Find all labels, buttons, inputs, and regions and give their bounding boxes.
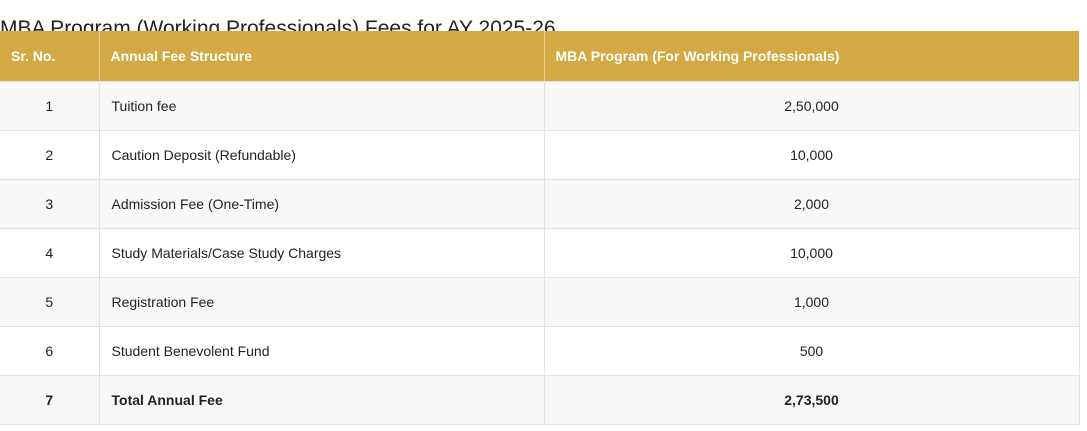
cell-sr-no: 4 <box>0 228 100 278</box>
cell-sr-no: 2 <box>0 130 100 180</box>
fee-table: Sr. No. Annual Fee Structure MBA Program… <box>0 31 1080 425</box>
table-row: 5 Registration Fee 1,000 <box>0 277 1080 327</box>
cell-sr-no: 3 <box>0 179 100 229</box>
cell-amount: 2,000 <box>544 179 1080 229</box>
header-sr-no: Sr. No. <box>0 31 100 82</box>
cell-sr-no: 6 <box>0 326 100 376</box>
cell-fee-item: Study Materials/Case Study Charges <box>99 228 545 278</box>
cell-sr-no: 1 <box>0 81 100 131</box>
cell-amount: 1,000 <box>544 277 1080 327</box>
cell-amount: 10,000 <box>544 130 1080 180</box>
table-row: 6 Student Benevolent Fund 500 <box>0 326 1080 376</box>
header-fee-structure: Annual Fee Structure <box>99 31 545 82</box>
cell-fee-item: Caution Deposit (Refundable) <box>99 130 545 180</box>
cell-fee-item: Total Annual Fee <box>99 375 545 425</box>
header-mba-program: MBA Program (For Working Professionals) <box>544 31 1079 82</box>
cell-fee-item: Student Benevolent Fund <box>99 326 545 376</box>
table-header-row: Sr. No. Annual Fee Structure MBA Program… <box>0 31 1079 82</box>
cell-fee-item: Tuition fee <box>99 81 545 131</box>
cell-fee-item: Admission Fee (One-Time) <box>99 179 545 229</box>
cell-fee-item: Registration Fee <box>99 277 545 327</box>
table-row: 4 Study Materials/Case Study Charges 10,… <box>0 228 1080 278</box>
cell-amount: 2,73,500 <box>544 375 1080 425</box>
table-row: 2 Caution Deposit (Refundable) 10,000 <box>0 130 1080 180</box>
table-row: 3 Admission Fee (One-Time) 2,000 <box>0 179 1080 229</box>
table-row: 1 Tuition fee 2,50,000 <box>0 81 1080 131</box>
cell-amount: 10,000 <box>544 228 1080 278</box>
cell-amount: 2,50,000 <box>544 81 1080 131</box>
cell-sr-no: 7 <box>0 375 100 425</box>
total-row: 7 Total Annual Fee 2,73,500 <box>0 375 1080 425</box>
cell-amount: 500 <box>544 326 1080 376</box>
cell-sr-no: 5 <box>0 277 100 327</box>
